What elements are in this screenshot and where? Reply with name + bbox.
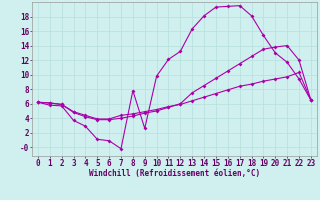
X-axis label: Windchill (Refroidissement éolien,°C): Windchill (Refroidissement éolien,°C) bbox=[89, 169, 260, 178]
